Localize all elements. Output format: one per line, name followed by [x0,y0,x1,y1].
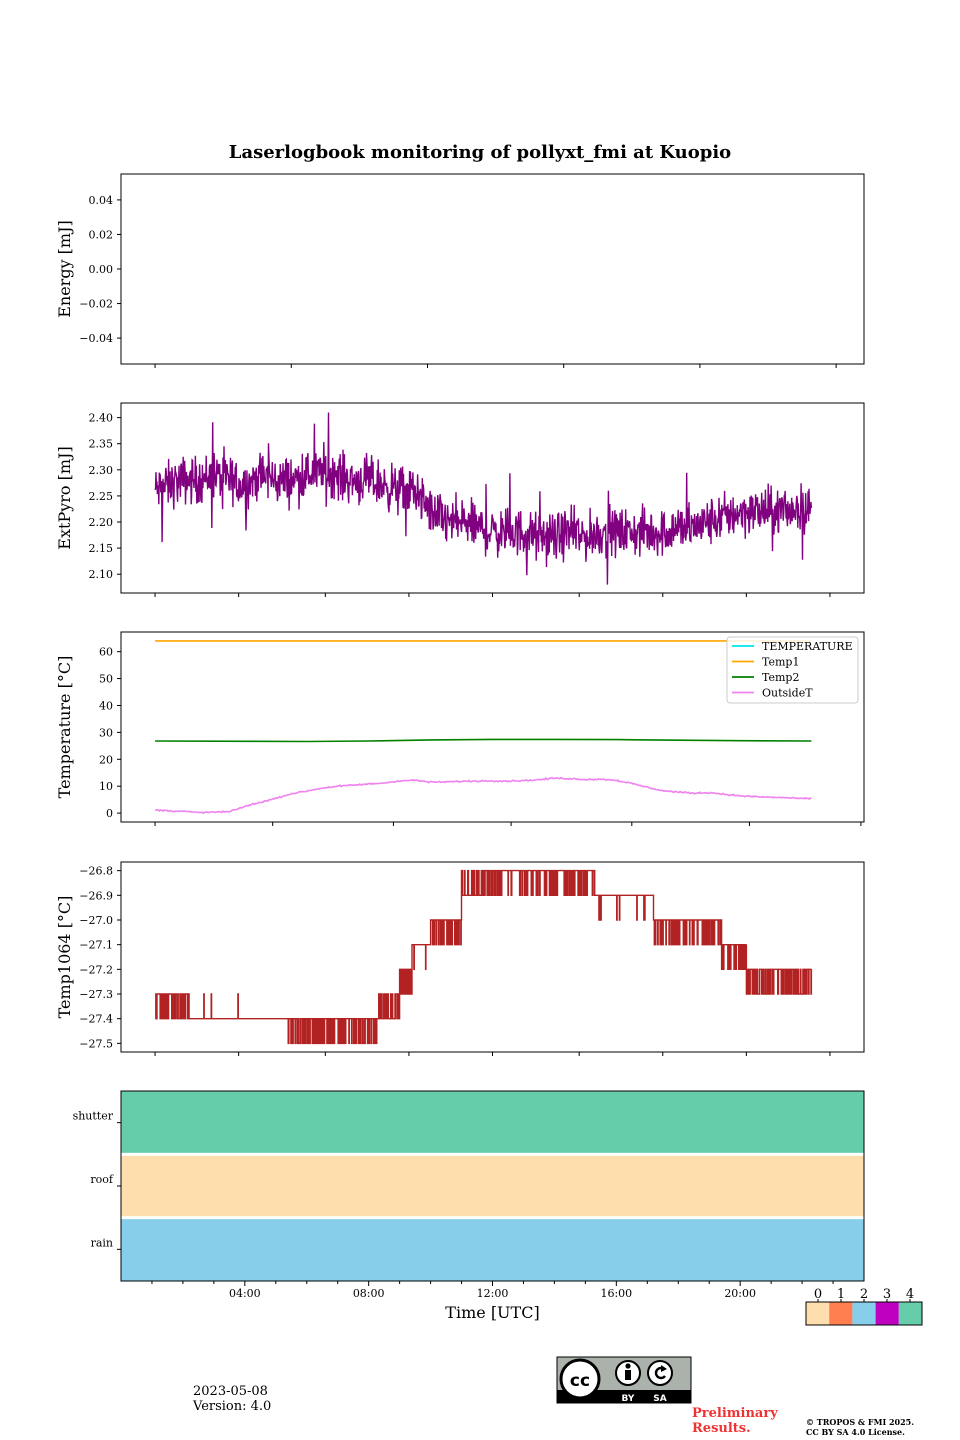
y-tick-label-1-5: 2.35 [89,438,114,451]
y-tick-label-3-3: −27.2 [79,963,113,976]
y-tick-label-2-4: 40 [99,699,113,712]
license-by-label: BY [622,1394,635,1404]
colorbar-cell-4 [898,1302,922,1325]
status-band-rain [121,1219,864,1281]
preliminary-notice: Preliminary Results. [692,1406,778,1436]
status-row-label-roof: roof [90,1173,114,1186]
y-axis-label-0: Energy [mJ] [55,220,74,318]
colorbar-cell-3 [875,1302,899,1325]
colorbar-label-2: 2 [860,1287,868,1302]
y-axis-label-1: ExtPyro [mJ] [55,446,74,549]
y-tick-label-0-2: 0.00 [89,263,114,276]
svg-text:cc: cc [570,1371,590,1391]
x-tick-label-4: 20:00 [724,1287,756,1300]
colorbar-label-4: 4 [906,1287,914,1302]
y-axis-label-2: Temperature [°C] [55,656,74,799]
legend-label-temp2: Temp2 [762,671,799,684]
copyright-line-1: © TROPOS & FMI 2025. [806,1417,915,1427]
status-row-label-shutter: shutter [73,1110,114,1123]
status-row-label-rain: rain [91,1236,113,1249]
share-alike-icon [647,1360,673,1386]
date-label: 2023-05-08 [193,1384,268,1399]
series-line-extpyro [154,412,813,585]
y-tick-label-3-7: −26.8 [79,865,113,878]
y-tick-label-1-0: 2.10 [89,568,114,581]
series-line-temp1064 [155,869,813,1045]
legend-label-temp1: Temp1 [762,656,799,669]
y-tick-label-3-1: −27.4 [79,1013,113,1026]
cc-icon [559,1358,601,1400]
colorbar-cell-1 [829,1302,853,1325]
legend-box [726,636,859,704]
x-axis-label: Time [UTC] [445,1303,539,1322]
status-band-roof [121,1155,864,1217]
legend-label-outsidet: OutsideT [762,687,813,700]
copyright-notice: © TROPOS & FMI 2025. CC BY SA 4.0 Licens… [806,1417,914,1437]
y-tick-label-1-3: 2.25 [89,490,114,503]
y-tick-label-3-2: −27.3 [79,988,113,1001]
axes-frame-2 [120,631,865,823]
colorbar-label-3: 3 [883,1287,891,1302]
y-tick-label-3-4: −27.1 [79,939,113,952]
copyright-line-2: CC BY SA 4.0 License. [806,1427,905,1437]
series-line-outsidet [154,776,812,815]
x-tick-label-2: 12:00 [477,1287,509,1300]
y-tick-label-2-2: 20 [99,753,113,766]
legend-label-temperature: TEMPERATURE [762,640,853,653]
chart-panels: −0.04 −0.02 0.00 0.02 0.04 Energy [mJ] 2.10 2.1… [55,173,923,1326]
date-version-info: 2023-05-08 Version: 4.0 [193,1384,271,1414]
x-tick-label-1: 08:00 [353,1287,385,1300]
colorbar-label-0: 0 [814,1287,822,1302]
axes-frame-0 [120,173,865,365]
y-tick-label-2-5: 50 [99,673,113,686]
cc-by-sa-badge: cc BY SA [556,1356,692,1404]
y-tick-label-0-3: 0.02 [89,228,114,241]
y-tick-label-1-6: 2.40 [89,412,114,425]
colorbar-cell-0 [806,1302,830,1325]
figure-title: Laserlogbook monitoring of pollyxt_fmi a… [229,142,731,163]
y-tick-label-0-0: −0.04 [79,332,113,345]
colorbar-cell-2 [852,1302,876,1325]
series-line-temp2 [155,738,812,743]
y-tick-label-1-2: 2.20 [89,516,114,529]
y-tick-label-1-1: 2.15 [89,542,114,555]
x-tick-label-3: 16:00 [600,1287,632,1300]
y-tick-label-2-1: 10 [99,780,113,793]
preliminary-line-2: Results. [692,1421,751,1436]
y-tick-label-3-5: −27.0 [79,914,113,927]
license-sa-label: SA [653,1394,666,1404]
status-band-shutter [121,1091,864,1153]
temperature-legend: TEMPERATURE Temp1 Temp2 OutsideT [726,636,859,704]
y-tick-label-2-6: 60 [99,646,113,659]
colorbar-label-1: 1 [837,1287,845,1302]
y-tick-label-2-0: 0 [106,807,113,820]
y-tick-label-0-1: −0.02 [79,298,113,311]
y-tick-label-3-0: −27.5 [79,1037,113,1050]
x-tick-label-0: 04:00 [229,1287,261,1300]
y-tick-label-2-3: 30 [99,726,113,739]
y-tick-label-0-4: 0.04 [89,194,114,207]
preliminary-line-1: Preliminary [692,1406,778,1421]
version-label: Version: 4.0 [193,1399,272,1414]
y-axis-label-3: Temp1064 [°C] [55,896,74,1019]
y-tick-label-1-4: 2.30 [89,464,114,477]
y-tick-label-3-6: −26.9 [79,889,113,902]
